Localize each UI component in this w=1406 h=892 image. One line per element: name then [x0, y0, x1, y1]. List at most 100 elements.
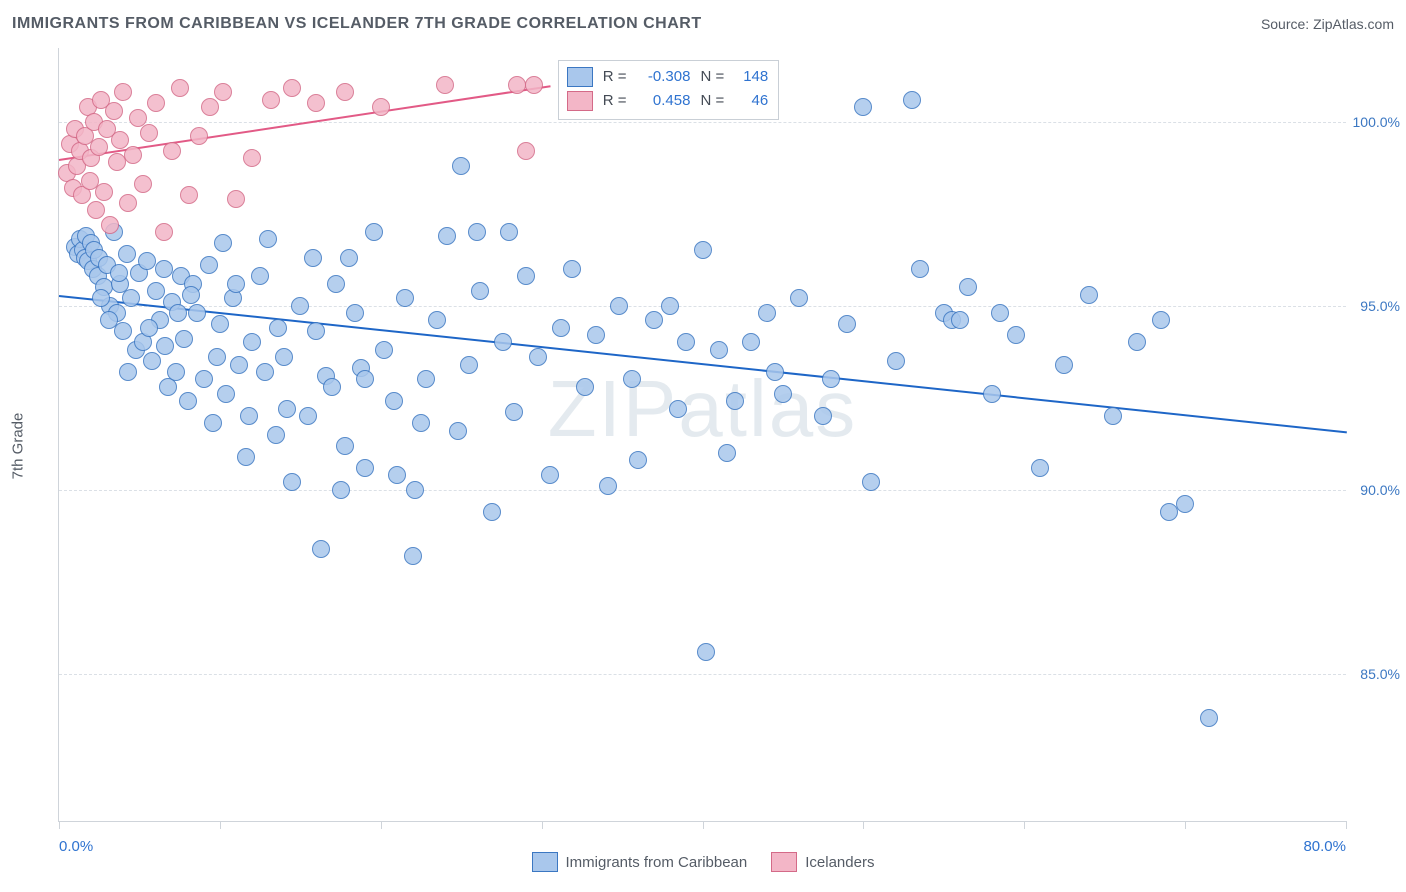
gridline — [59, 490, 1346, 491]
data-point — [227, 190, 245, 208]
data-point — [694, 241, 712, 259]
data-point — [105, 102, 123, 120]
data-point — [388, 466, 406, 484]
y-tick-label: 95.0% — [1360, 298, 1400, 314]
data-point — [211, 315, 229, 333]
data-point — [217, 385, 235, 403]
data-point — [307, 322, 325, 340]
data-point — [201, 98, 219, 116]
data-point — [278, 400, 296, 418]
data-point — [195, 370, 213, 388]
data-point — [230, 356, 248, 374]
data-point — [124, 146, 142, 164]
source-prefix: Source: — [1261, 16, 1313, 32]
data-point — [951, 311, 969, 329]
data-point — [610, 297, 628, 315]
data-point — [1104, 407, 1122, 425]
r-value: -0.308 — [636, 65, 690, 89]
series-swatch — [567, 67, 593, 87]
source-attribution: Source: ZipAtlas.com — [1261, 16, 1394, 32]
data-point — [167, 363, 185, 381]
bottom-legend: Immigrants from Caribbean Icelanders — [0, 852, 1406, 872]
data-point — [204, 414, 222, 432]
data-point — [525, 76, 543, 94]
data-point — [227, 275, 245, 293]
data-point — [304, 249, 322, 267]
data-point — [587, 326, 605, 344]
data-point — [169, 304, 187, 322]
data-point — [134, 175, 152, 193]
n-value: 148 — [734, 65, 768, 89]
data-point — [327, 275, 345, 293]
legend-label: Immigrants from Caribbean — [566, 854, 748, 871]
data-point — [460, 356, 478, 374]
data-point — [90, 138, 108, 156]
data-point — [171, 79, 189, 97]
y-tick-label: 85.0% — [1360, 666, 1400, 682]
r-value: 0.458 — [636, 89, 690, 113]
data-point — [200, 256, 218, 274]
data-point — [332, 481, 350, 499]
data-point — [854, 98, 872, 116]
data-point — [240, 407, 258, 425]
data-point — [214, 234, 232, 252]
data-point — [959, 278, 977, 296]
data-point — [214, 83, 232, 101]
data-point — [1128, 333, 1146, 351]
data-point — [887, 352, 905, 370]
data-point — [428, 311, 446, 329]
data-point — [283, 473, 301, 491]
data-point — [188, 304, 206, 322]
data-point — [259, 230, 277, 248]
data-point — [307, 94, 325, 112]
data-point — [814, 407, 832, 425]
r-label: R = — [603, 65, 627, 89]
data-point — [336, 83, 354, 101]
data-point — [438, 227, 456, 245]
data-point — [629, 451, 647, 469]
data-point — [118, 245, 136, 263]
data-point — [1007, 326, 1025, 344]
data-point — [1080, 286, 1098, 304]
y-tick-label: 100.0% — [1353, 114, 1400, 130]
stats-row: R =-0.308N =148 — [567, 65, 769, 89]
data-point — [1031, 459, 1049, 477]
data-point — [742, 333, 760, 351]
data-point — [155, 223, 173, 241]
data-point — [269, 319, 287, 337]
data-point — [1152, 311, 1170, 329]
data-point — [365, 223, 383, 241]
stats-row: R =0.458N =46 — [567, 89, 769, 113]
data-point — [645, 311, 663, 329]
data-point — [291, 297, 309, 315]
data-point — [529, 348, 547, 366]
legend-label: Icelanders — [805, 854, 874, 871]
x-tick — [381, 821, 382, 829]
data-point — [237, 448, 255, 466]
data-point — [119, 363, 137, 381]
x-tick — [220, 821, 221, 829]
data-point — [541, 466, 559, 484]
legend-swatch — [532, 852, 558, 872]
data-point — [449, 422, 467, 440]
scatter-plot-area: ZIPatlas 85.0%90.0%95.0%100.0%0.0%80.0%R… — [58, 48, 1346, 822]
data-point — [243, 149, 261, 167]
x-tick — [863, 821, 864, 829]
source-link[interactable]: ZipAtlas.com — [1313, 16, 1394, 32]
data-point — [726, 392, 744, 410]
data-point — [758, 304, 776, 322]
data-point — [175, 330, 193, 348]
data-point — [677, 333, 695, 351]
data-point — [766, 363, 784, 381]
data-point — [312, 540, 330, 558]
r-label: R = — [603, 89, 627, 113]
data-point — [119, 194, 137, 212]
data-point — [336, 437, 354, 455]
chart-header: IMMIGRANTS FROM CARIBBEAN VS ICELANDER 7… — [12, 10, 1394, 38]
data-point — [822, 370, 840, 388]
data-point — [774, 385, 792, 403]
data-point — [483, 503, 501, 521]
x-tick — [59, 821, 60, 829]
data-point — [1055, 356, 1073, 374]
data-point — [494, 333, 512, 351]
